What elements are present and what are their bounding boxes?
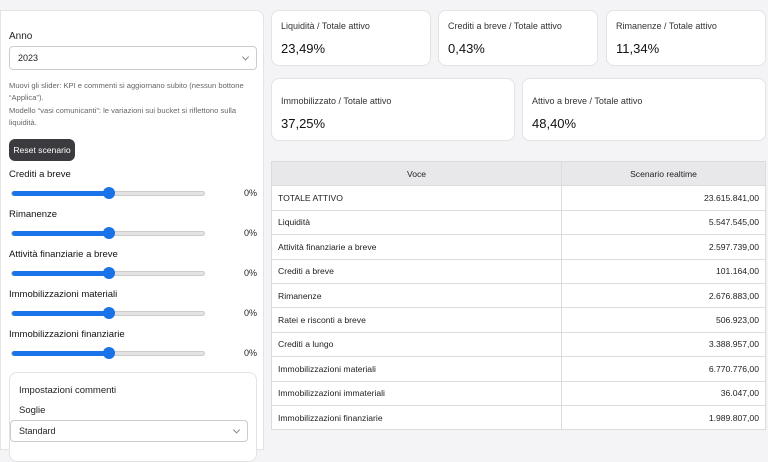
page: Anno 2023 Muovi gli slider: KPI e commen… <box>0 0 768 432</box>
kpi-card: Rimanenze / Totale attivo 11,34% <box>606 10 766 66</box>
kpi-label: Immobilizzato / Totale attivo <box>281 96 392 106</box>
reset-button[interactable]: Reset scenario <box>9 139 75 161</box>
slider-label: Immobilizzazioni finanziarie <box>9 329 125 340</box>
year-label: Anno <box>9 31 33 42</box>
settings-title: Impostazioni commenti <box>19 385 117 396</box>
table-cell: Immobilizzazioni finanziarie <box>271 404 562 431</box>
slider-fill <box>12 191 109 196</box>
table-row: Rimanenze 2.676.883,00 <box>271 282 766 309</box>
table-row: Crediti a breve 101.164,00 <box>271 258 766 284</box>
table-row: Immobilizzazioni immateriali 36.047,00 <box>271 380 766 406</box>
slider-label: Attività finanziarie a breve <box>9 249 118 260</box>
table-cell: 2.597.739,00 <box>561 234 766 260</box>
kpi-card: Immobilizzato / Totale attivo 37,25% <box>271 78 515 141</box>
table-cell: TOTALE ATTIVO <box>271 185 562 211</box>
table-cell: Attività finanziarie a breve <box>271 234 562 260</box>
table-cell: 101.164,00 <box>561 258 766 284</box>
slider-knob <box>103 267 115 279</box>
table-cell: Liquidità <box>271 209 562 236</box>
column-header: Voce <box>271 160 562 187</box>
table-cell: 6.770.776,00 <box>561 356 766 382</box>
slider[interactable] <box>11 267 205 279</box>
slider-value: 0% <box>243 228 257 238</box>
table-cell: 23.615.841,00 <box>561 185 766 211</box>
sidebar: Anno 2023 Muovi gli slider: KPI e commen… <box>0 10 264 462</box>
slider-knob <box>103 307 115 319</box>
year-select[interactable]: 2023 <box>9 46 257 70</box>
table-cell: 3.388.957,00 <box>561 331 766 358</box>
table-row: Immobilizzazioni materiali 6.770.776,00 <box>271 356 766 382</box>
slider-fill <box>12 271 109 276</box>
slider-label: Immobilizzazioni materiali <box>9 289 118 300</box>
table-cell: Immobilizzazioni materiali <box>271 356 562 382</box>
table: Voce Scenario realtime TOTALE ATTIVO 23.61… <box>271 160 766 431</box>
table-cell: Rimanenze <box>271 282 562 309</box>
table-cell: Immobilizzazioni immateriali <box>271 380 562 406</box>
table-cell: 36.047,00 <box>561 380 766 406</box>
thresholds-label: Soglie <box>19 405 46 416</box>
kpi-label: Attivo a breve / Totale attivo <box>532 96 643 106</box>
slider-knob <box>103 227 115 239</box>
table-cell: Ratei e risconti a breve <box>271 307 562 333</box>
slider-value: 0% <box>243 268 257 278</box>
column-header: Scenario realtime <box>561 160 766 187</box>
note: Modello “vasi comunicanti”: le variazion… <box>9 105 237 127</box>
slider-fill <box>12 231 109 236</box>
slider-value: 0% <box>243 308 257 318</box>
slider-fill <box>12 351 109 356</box>
table-row: Crediti a lungo 3.388.957,00 <box>271 331 766 358</box>
table-row: Immobilizzazioni finanziarie 1.989.807,00 <box>271 404 766 431</box>
note: Muovi gli slider: KPI e commenti si aggi… <box>9 81 244 103</box>
table-cell: 1.989.807,00 <box>561 404 766 431</box>
kpi-card: Attivo a breve / Totale attivo 48,40% <box>522 78 766 141</box>
slider-fill <box>12 311 109 316</box>
kpi-value: 23,49% <box>281 41 326 56</box>
table-cell: Crediti a lungo <box>271 331 562 358</box>
slider-label: Rimanenze <box>9 209 58 220</box>
slider-knob <box>103 347 115 359</box>
slider[interactable] <box>11 187 205 199</box>
kpi-card: Crediti a breve / Totale attivo 0,43% <box>438 10 598 66</box>
kpi-label: Liquidità / Totale attivo <box>281 21 370 31</box>
table-cell: 2.676.883,00 <box>561 282 766 309</box>
slider-knob <box>103 187 115 199</box>
settings-card: Impostazioni commenti Soglie Standard <box>9 372 257 462</box>
slider-value: 0% <box>243 188 257 198</box>
thresholds-select[interactable]: Standard <box>10 420 248 442</box>
kpi-value: 37,25% <box>281 116 326 131</box>
table-row: TOTALE ATTIVO 23.615.841,00 <box>271 185 766 211</box>
kpi-label: Rimanenze / Totale attivo <box>616 21 717 31</box>
table-row: Ratei e risconti a breve 506.923,00 <box>271 307 766 333</box>
slider[interactable] <box>11 307 205 319</box>
slider[interactable] <box>11 227 205 239</box>
table-cell: Crediti a breve <box>271 258 562 284</box>
table-row: Attività finanziarie a breve 2.597.739,00 <box>271 234 766 260</box>
slider[interactable] <box>11 347 205 359</box>
table-cell: 506.923,00 <box>561 307 766 333</box>
kpi-value: 48,40% <box>532 116 577 131</box>
kpi-card: Liquidità / Totale attivo 23,49% <box>271 10 431 66</box>
kpi-value: 0,43% <box>448 41 485 56</box>
kpi-label: Crediti a breve / Totale attivo <box>448 21 562 31</box>
table-row: Liquidità 5.547.545,00 <box>271 209 766 236</box>
kpi-value: 11,34% <box>616 41 660 56</box>
slider-value: 0% <box>243 348 257 358</box>
table-cell: 5.547.545,00 <box>561 209 766 236</box>
slider-label: Crediti a breve <box>9 169 71 180</box>
